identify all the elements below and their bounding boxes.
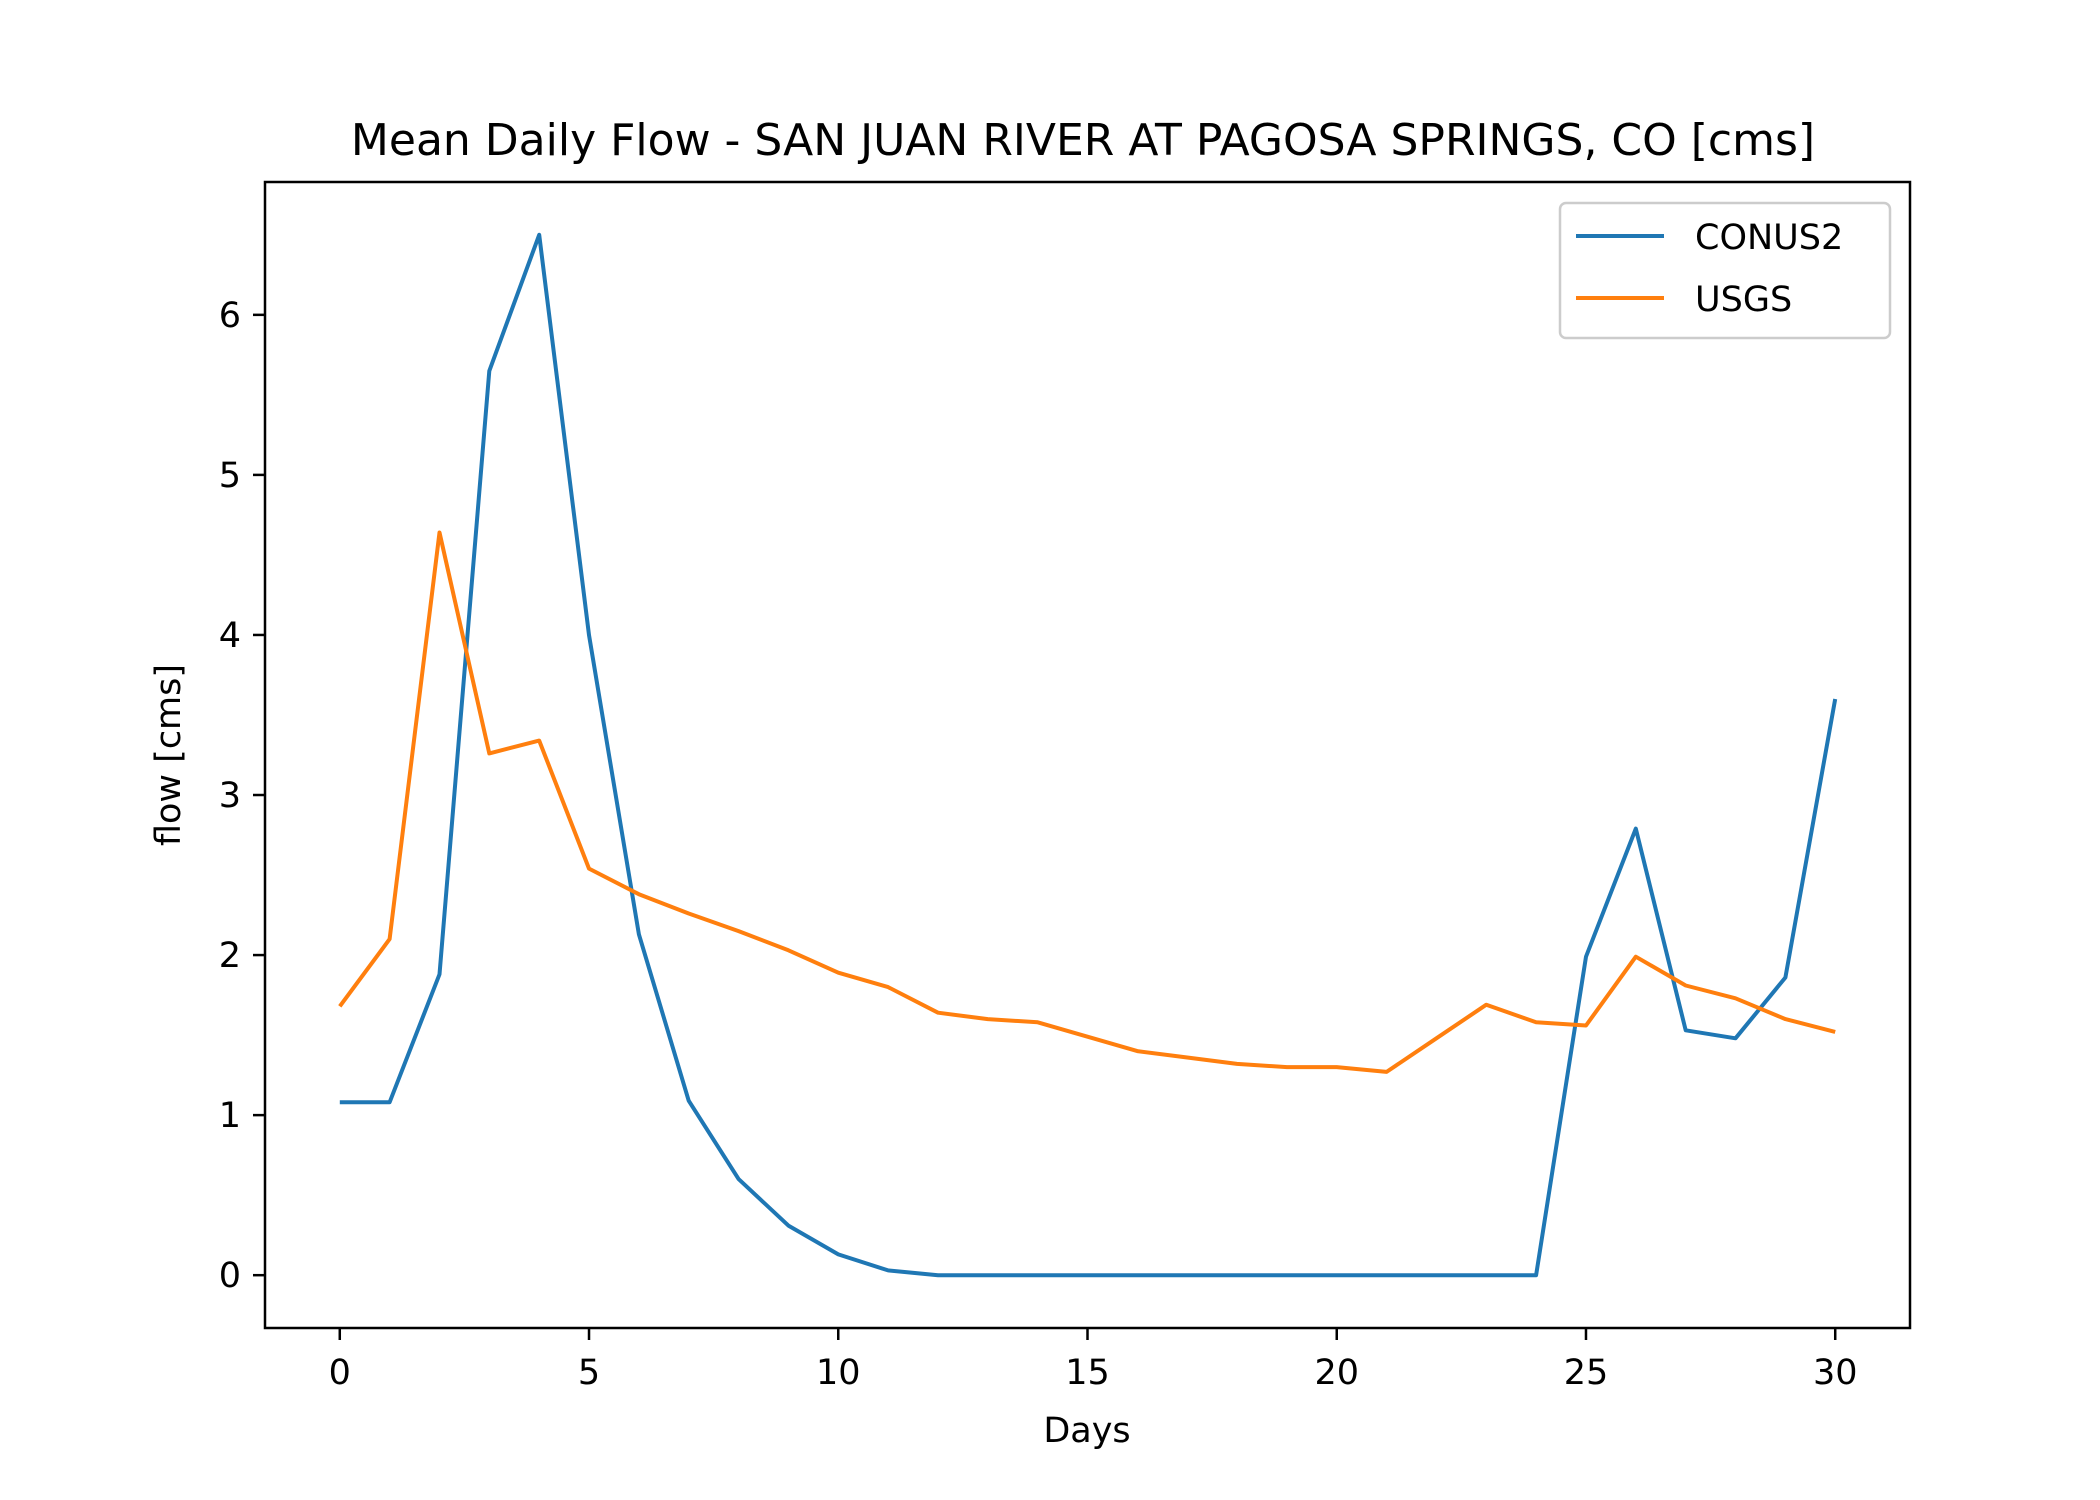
- series-line-usgs: [338, 530, 1836, 1074]
- x-tick-label: 30: [1813, 1353, 1858, 1393]
- x-tick-label: 25: [1564, 1353, 1609, 1393]
- y-axis-ticks: 0 1 2 3 4 5 6: [219, 296, 265, 1296]
- series-line-conus2: [339, 232, 1838, 1278]
- y-tick-label: 6: [219, 296, 241, 336]
- y-tick-label: 0: [219, 1256, 241, 1296]
- x-tick-label: 5: [578, 1353, 600, 1393]
- y-tick-label: 1: [219, 1096, 241, 1136]
- y-tick-label: 4: [219, 616, 241, 656]
- y-tick-label: 2: [219, 936, 241, 976]
- x-tick-label: 0: [329, 1353, 351, 1393]
- y-axis-label: flow [cms]: [149, 664, 189, 846]
- x-tick-label: 15: [1065, 1353, 1110, 1393]
- series-layer: [338, 232, 1838, 1278]
- x-axis-ticks: 0 5 10 15 20 25 30: [329, 1328, 1858, 1393]
- chart-title: Mean Daily Flow - SAN JUAN RIVER AT PAGO…: [351, 115, 1815, 166]
- legend-label-conus2: CONUS2: [1695, 218, 1843, 258]
- y-tick-label: 3: [219, 776, 241, 816]
- legend-label-usgs: USGS: [1695, 280, 1792, 320]
- legend: CONUS2 USGS: [1558, 201, 1892, 340]
- y-tick-label: 5: [219, 456, 241, 496]
- x-tick-label: 20: [1314, 1353, 1359, 1393]
- x-tick-label: 10: [816, 1353, 861, 1393]
- x-axis-label: Days: [1043, 1411, 1130, 1451]
